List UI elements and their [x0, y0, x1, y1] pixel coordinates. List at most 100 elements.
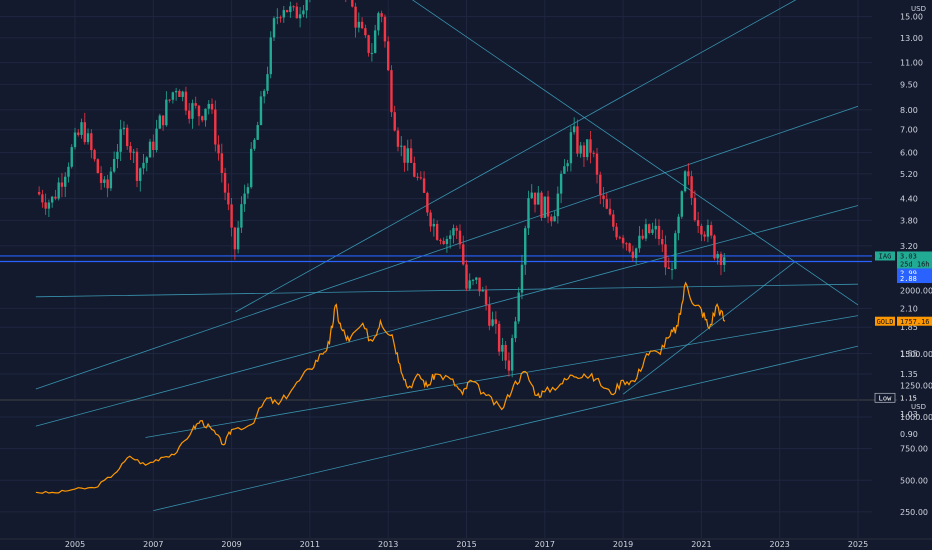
- candle-body-16: [90, 133, 93, 151]
- candle-body-45: [184, 91, 188, 111]
- candle-body-97: [354, 6, 357, 28]
- candle-body-147: [517, 292, 520, 322]
- y-tick-gold-5: 750.00: [900, 445, 928, 454]
- candle-body-47: [191, 103, 194, 119]
- candle-body-61: [236, 227, 240, 250]
- candle-body-172: [599, 174, 602, 196]
- candle-body-24: [116, 151, 119, 159]
- candle-body-162: [566, 163, 569, 167]
- candle-body-153: [537, 192, 540, 205]
- candle-body-115: [413, 162, 416, 177]
- candle-body-38: [161, 115, 165, 126]
- y-tick-gold-2: 1500.00: [900, 350, 932, 359]
- y-tick-iag-17: 1.85: [900, 323, 918, 332]
- candle-body-197: [680, 191, 684, 217]
- y-tick-iag-13: 4.40: [900, 195, 918, 204]
- y-tick-gold-4: 1000.00: [900, 413, 932, 422]
- candle-body-158: [553, 216, 556, 222]
- candle-body-126: [448, 235, 452, 239]
- candle-body-25: [119, 129, 122, 152]
- candle-body-98: [357, 21, 361, 28]
- y-tick-gold-7: 250.00: [900, 508, 928, 517]
- tag-low-bg: [897, 393, 932, 403]
- candle-body-118: [422, 178, 426, 193]
- candle-body-202: [696, 220, 700, 226]
- gold-line: [35, 281, 726, 494]
- candle-body-194: [670, 268, 674, 270]
- candle-body-179: [621, 237, 625, 244]
- candle-body-6: [57, 182, 60, 199]
- candle-body-189: [654, 225, 657, 230]
- tag-2-88-bg: [897, 274, 932, 284]
- candle-body-22: [109, 171, 113, 189]
- candle-body-72: [272, 18, 276, 38]
- y-tick-iag-7: 11.00: [900, 59, 923, 68]
- candle-body-110: [396, 130, 400, 147]
- y-tick-iag-21: 1.03: [900, 410, 918, 419]
- candle-body-5: [54, 196, 57, 199]
- trendline-4: [35, 205, 859, 427]
- candle-body-171: [595, 153, 599, 175]
- candle-body-77: [289, 6, 292, 13]
- candle-body-44: [181, 91, 184, 97]
- candle-body-35: [152, 141, 155, 151]
- candle-body-113: [406, 148, 409, 163]
- candle-body-27: [126, 127, 129, 147]
- candle-body-54: [214, 109, 217, 145]
- candle-body-117: [419, 177, 423, 179]
- candle-body-39: [165, 99, 168, 126]
- y-tick-iag-11: 6.00: [900, 149, 918, 158]
- candle-body-68: [259, 96, 263, 126]
- y-tick-iag-19: 1.35: [900, 370, 918, 379]
- candle-body-75: [282, 10, 285, 18]
- candle-body-53: [210, 103, 214, 110]
- gold-trendline-0: [35, 283, 859, 298]
- candle-body-206: [709, 225, 713, 236]
- candle-body-124: [442, 240, 445, 245]
- candle-body-30: [135, 151, 139, 181]
- candle-body-106: [383, 16, 387, 42]
- price-axes[interactable]: 32.0028.0024.0021.0018.0015.0013.0011.00…: [900, 0, 932, 517]
- candle-body-105: [380, 13, 383, 17]
- candle-body-190: [657, 225, 661, 240]
- y-tick-iag-9: 8.00: [900, 106, 918, 115]
- tag-2-99-bg: [897, 268, 932, 278]
- candle-body-78: [292, 6, 295, 8]
- candle-body-133: [471, 279, 475, 281]
- candle-body-80: [298, 14, 302, 19]
- candle-body-165: [576, 126, 579, 154]
- candle-body-145: [510, 338, 514, 371]
- candle-body-142: [501, 344, 504, 352]
- tag-gold-bg: [897, 316, 932, 326]
- candle-body-129: [458, 230, 462, 245]
- candle-body-199: [687, 171, 690, 177]
- candle-body-18: [96, 159, 100, 174]
- candle-body-17: [93, 150, 96, 160]
- candle-body-3: [47, 202, 51, 209]
- candle-body-40: [168, 99, 171, 101]
- candle-body-210: [723, 257, 726, 265]
- candle-body-166: [579, 145, 582, 154]
- candle-body-174: [605, 199, 608, 209]
- candle-body-173: [602, 195, 605, 200]
- candle-body-96: [351, 0, 354, 7]
- candle-body-104: [377, 13, 380, 31]
- candle-body-125: [445, 238, 449, 245]
- candle-body-152: [533, 192, 537, 205]
- x-tick-10: 2025: [848, 540, 868, 549]
- candle-body-37: [158, 115, 162, 129]
- candle-body-58: [227, 192, 230, 205]
- candle-body-109: [393, 112, 396, 131]
- candle-body-14: [83, 122, 86, 143]
- candle-body-67: [256, 125, 259, 140]
- x-tick-5: 2015: [456, 540, 476, 549]
- candle-body-33: [145, 157, 148, 163]
- tag-countdown-bg: [897, 259, 932, 269]
- candle-body-141: [497, 323, 501, 352]
- candle-body-107: [387, 41, 390, 71]
- candle-body-201: [693, 197, 697, 221]
- candle-body-169: [589, 139, 592, 153]
- time-axis[interactable]: 2005 2007 2009 2011 2013 2015 2017 2019 2021 2023…: [65, 540, 868, 549]
- candle-body-159: [556, 193, 560, 217]
